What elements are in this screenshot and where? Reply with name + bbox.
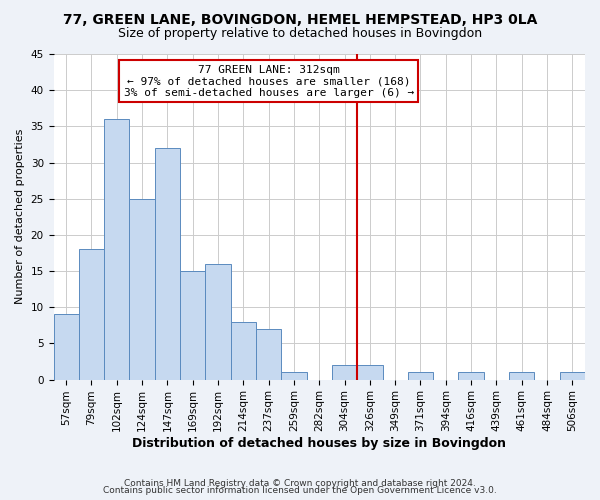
Bar xyxy=(104,119,130,380)
Bar xyxy=(155,148,180,380)
Bar xyxy=(281,372,307,380)
Text: 77, GREEN LANE, BOVINGDON, HEMEL HEMPSTEAD, HP3 0LA: 77, GREEN LANE, BOVINGDON, HEMEL HEMPSTE… xyxy=(63,12,537,26)
Bar xyxy=(205,264,230,380)
Text: 77 GREEN LANE: 312sqm
← 97% of detached houses are smaller (168)
3% of semi-deta: 77 GREEN LANE: 312sqm ← 97% of detached … xyxy=(124,65,414,98)
Bar xyxy=(53,314,79,380)
Bar xyxy=(79,250,104,380)
Bar xyxy=(458,372,484,380)
Bar xyxy=(256,329,281,380)
Bar xyxy=(230,322,256,380)
Bar xyxy=(130,198,155,380)
Bar xyxy=(560,372,585,380)
Bar xyxy=(509,372,535,380)
Y-axis label: Number of detached properties: Number of detached properties xyxy=(15,129,25,304)
Text: Contains HM Land Registry data © Crown copyright and database right 2024.: Contains HM Land Registry data © Crown c… xyxy=(124,478,476,488)
Text: Size of property relative to detached houses in Bovingdon: Size of property relative to detached ho… xyxy=(118,28,482,40)
Bar xyxy=(332,365,357,380)
Bar xyxy=(357,365,383,380)
Bar xyxy=(408,372,433,380)
Bar xyxy=(180,271,205,380)
X-axis label: Distribution of detached houses by size in Bovingdon: Distribution of detached houses by size … xyxy=(132,437,506,450)
Text: Contains public sector information licensed under the Open Government Licence v3: Contains public sector information licen… xyxy=(103,486,497,495)
